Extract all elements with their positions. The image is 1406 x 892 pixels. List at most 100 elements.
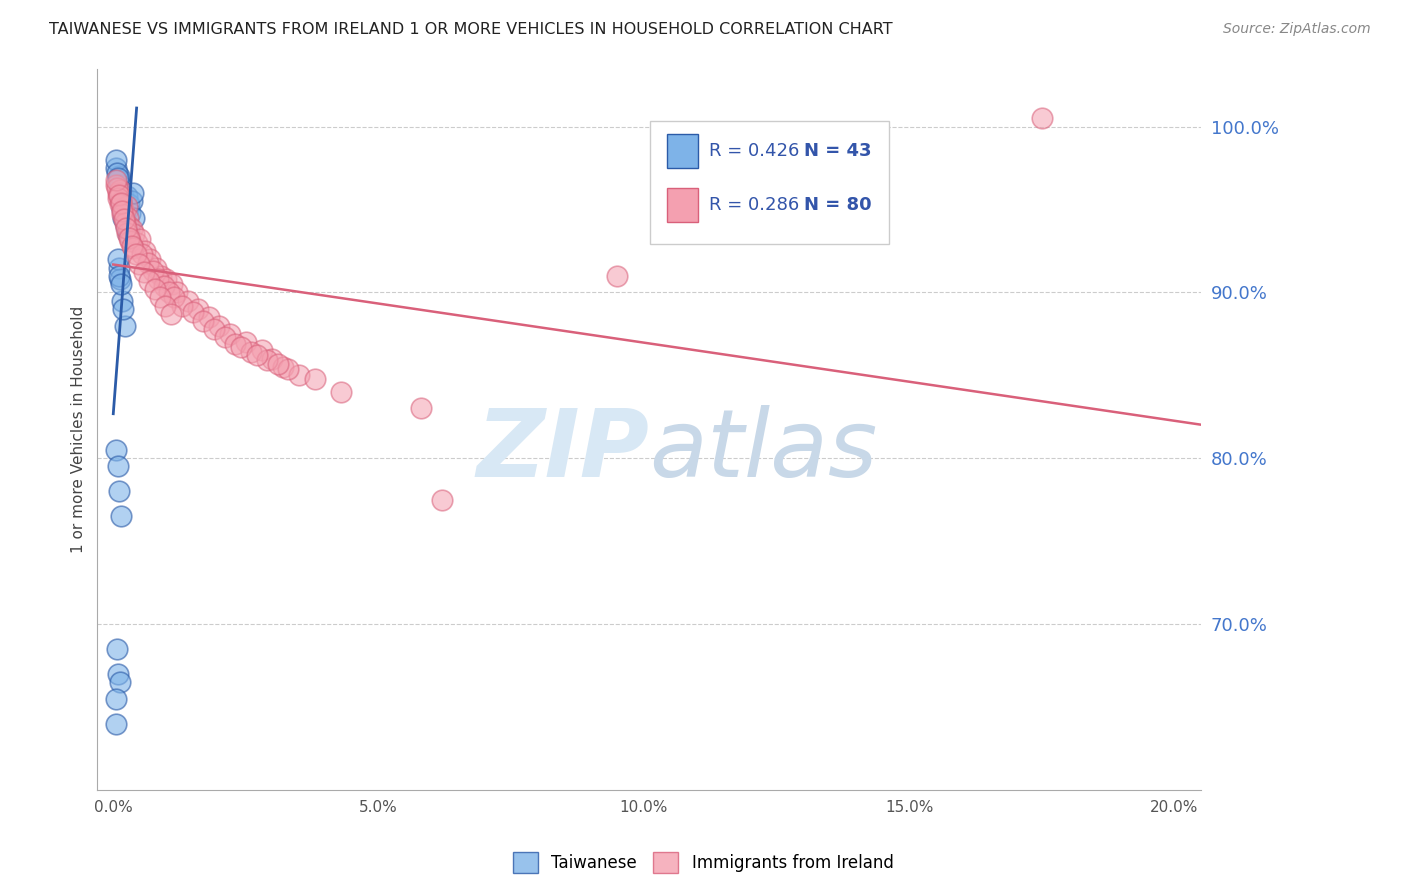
Point bbox=[111, 207, 134, 221]
Point bbox=[288, 368, 311, 383]
Point bbox=[330, 384, 353, 399]
Point bbox=[122, 186, 145, 200]
Point bbox=[124, 227, 146, 242]
Point bbox=[117, 211, 139, 225]
Point bbox=[224, 336, 246, 351]
Point bbox=[277, 361, 299, 376]
Point bbox=[128, 257, 150, 271]
Point bbox=[245, 348, 267, 362]
Point bbox=[120, 234, 142, 248]
Point bbox=[202, 322, 225, 336]
Point bbox=[121, 239, 143, 253]
Point bbox=[114, 216, 136, 230]
Point bbox=[112, 211, 135, 225]
Point bbox=[107, 459, 129, 474]
Point bbox=[262, 351, 284, 366]
Point bbox=[122, 241, 145, 255]
Point bbox=[118, 230, 141, 244]
Point bbox=[107, 484, 129, 499]
Point bbox=[124, 247, 146, 261]
Point bbox=[181, 305, 204, 319]
Point bbox=[118, 222, 141, 236]
Point bbox=[107, 252, 129, 267]
Point bbox=[108, 186, 131, 200]
Point bbox=[105, 442, 128, 457]
Point bbox=[105, 181, 128, 195]
Point bbox=[112, 212, 135, 227]
Point bbox=[121, 194, 143, 209]
Text: TAIWANESE VS IMMIGRANTS FROM IRELAND 1 OR MORE VEHICLES IN HOUSEHOLD CORRELATION: TAIWANESE VS IMMIGRANTS FROM IRELAND 1 O… bbox=[49, 22, 893, 37]
Point bbox=[107, 189, 129, 203]
Point bbox=[111, 293, 134, 308]
Point bbox=[145, 260, 167, 275]
Point bbox=[108, 187, 131, 202]
Point bbox=[117, 202, 139, 217]
Point bbox=[172, 299, 194, 313]
Point bbox=[132, 265, 155, 279]
Point bbox=[110, 195, 132, 210]
Point bbox=[430, 492, 453, 507]
Point bbox=[112, 206, 135, 220]
Point bbox=[117, 227, 139, 242]
Point bbox=[111, 202, 134, 217]
Point bbox=[108, 197, 131, 211]
Point bbox=[105, 172, 128, 186]
Point bbox=[139, 252, 162, 267]
Point bbox=[105, 166, 128, 180]
Point bbox=[107, 260, 129, 275]
Text: ZIP: ZIP bbox=[477, 405, 650, 497]
Point bbox=[112, 194, 135, 209]
Text: N = 43: N = 43 bbox=[804, 142, 872, 160]
Point bbox=[150, 268, 173, 283]
Point bbox=[166, 285, 188, 300]
Point bbox=[120, 206, 142, 220]
Point bbox=[131, 247, 153, 261]
Point bbox=[138, 274, 160, 288]
Point bbox=[304, 371, 326, 385]
Point bbox=[115, 199, 138, 213]
Point bbox=[155, 299, 177, 313]
Point bbox=[219, 326, 242, 341]
Point bbox=[110, 194, 132, 209]
Point bbox=[118, 219, 141, 233]
Point bbox=[108, 675, 131, 690]
Point bbox=[114, 318, 136, 333]
Point bbox=[127, 235, 149, 250]
Point bbox=[271, 359, 294, 374]
Point bbox=[115, 189, 138, 203]
Point bbox=[157, 285, 180, 300]
Point bbox=[176, 293, 198, 308]
Point bbox=[108, 178, 131, 192]
Text: N = 80: N = 80 bbox=[804, 196, 872, 214]
Point bbox=[110, 509, 132, 524]
Point bbox=[143, 282, 166, 296]
Point bbox=[104, 716, 127, 731]
Point bbox=[111, 202, 134, 217]
Point bbox=[112, 206, 135, 220]
Point bbox=[250, 343, 273, 358]
Point bbox=[108, 272, 131, 286]
Point bbox=[110, 277, 132, 291]
Point bbox=[267, 357, 290, 371]
Point bbox=[235, 335, 257, 350]
Point bbox=[152, 278, 174, 293]
Point bbox=[108, 183, 131, 197]
Point bbox=[160, 277, 183, 291]
Point bbox=[107, 186, 129, 200]
Point bbox=[107, 172, 129, 186]
Point bbox=[240, 345, 263, 359]
Point bbox=[136, 255, 159, 269]
Point bbox=[409, 401, 432, 416]
Point bbox=[110, 194, 132, 209]
Point bbox=[124, 211, 146, 225]
Point bbox=[149, 290, 172, 304]
Point bbox=[104, 153, 127, 167]
Point bbox=[163, 290, 186, 304]
Point bbox=[112, 301, 135, 316]
Point bbox=[111, 189, 134, 203]
Point bbox=[107, 191, 129, 205]
Point bbox=[155, 272, 177, 286]
Point bbox=[115, 226, 138, 240]
Text: atlas: atlas bbox=[650, 405, 877, 496]
Point bbox=[115, 219, 138, 233]
